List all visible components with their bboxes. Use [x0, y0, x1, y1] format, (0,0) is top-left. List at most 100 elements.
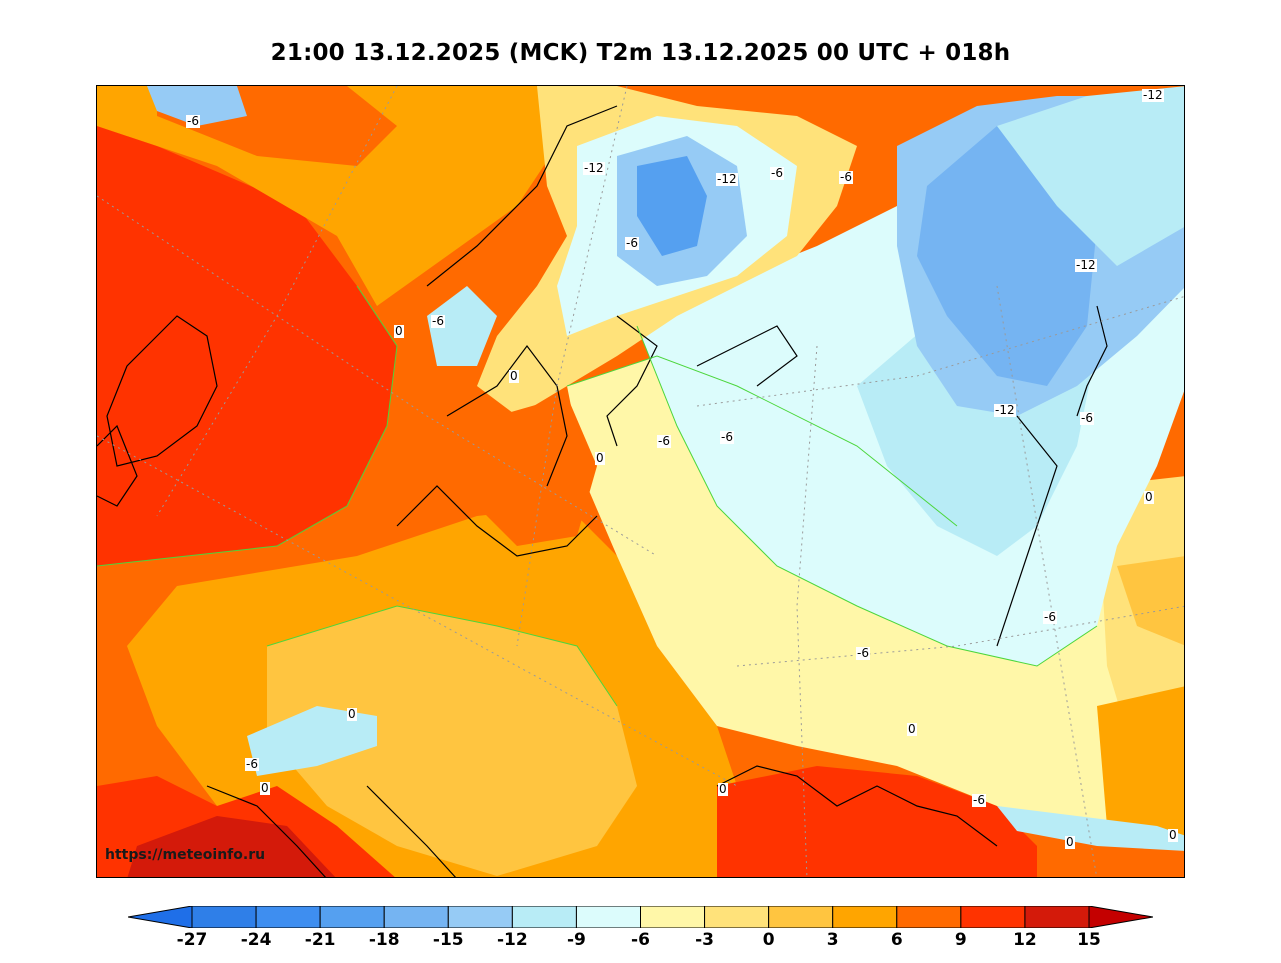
norway-coast: [426, 105, 618, 287]
colorbar-tick-label: -9: [566, 930, 586, 950]
british-isles-coast: [106, 315, 218, 467]
contour-label: -12: [1142, 88, 1164, 102]
colorbar-tick-label: 0: [762, 930, 775, 950]
caspian-area: [1097, 686, 1184, 846]
contour-label: 0: [595, 451, 605, 465]
watermark-url: https://meteoinfo.ru: [105, 847, 266, 863]
contour-label: -12: [1075, 258, 1097, 272]
contour-label: -6: [625, 236, 639, 250]
contour-label: -6: [856, 646, 870, 660]
colorbar-band: [896, 906, 962, 928]
graticule-line: [97, 195, 658, 557]
temperature-map: https://meteoinfo.ru -12 -6 -12 -12 -6 -6 -6 -1…: [96, 85, 1185, 878]
colorbar-band: [447, 906, 513, 928]
novaya-zemlya-coast: [1076, 305, 1108, 417]
contour-label: -12: [994, 403, 1016, 417]
north-atlantic-area: [97, 86, 557, 306]
iceland-area: [147, 86, 247, 126]
colorbar-tick-label: 9: [954, 930, 967, 950]
barents-area: [997, 86, 1184, 266]
colorbar-tick-label: -24: [240, 930, 272, 950]
colorbar-tick-label: -12: [496, 930, 528, 950]
contour-label: -6: [1043, 610, 1057, 624]
graticule-line: [696, 296, 1184, 407]
caucasus-cold-area: [997, 806, 1184, 851]
colorbar: [128, 906, 1153, 928]
colorbar-band: [832, 906, 898, 928]
contour-line-9: [97, 285, 398, 567]
contour-label: -12: [583, 161, 605, 175]
contour-line-minus6: [636, 325, 1098, 667]
contour-label: -6: [245, 757, 259, 771]
colorbar-band: [383, 906, 449, 928]
colorbar-band: [640, 906, 706, 928]
contour-lines: [97, 285, 1098, 707]
finland-coast: [606, 315, 658, 447]
contour-label: 0: [1065, 835, 1075, 849]
contour-label: -12: [716, 172, 738, 186]
colorbar-band: [575, 906, 641, 928]
contour-label: 0: [509, 369, 519, 383]
contour-label: -6: [431, 314, 445, 328]
norway-mountain-area: [427, 286, 497, 366]
contour-label: -6: [972, 793, 986, 807]
black-sea-coast: [716, 765, 998, 847]
coastlines: [97, 105, 1108, 877]
contour-label: 0: [907, 722, 917, 736]
alps-cold-area: [247, 706, 377, 776]
colorbar-tick-label: 12: [1013, 930, 1037, 950]
contour-line-minus3: [566, 355, 958, 527]
inner-europe-area: [267, 606, 637, 876]
colorbar-tick-label: 3: [826, 930, 839, 950]
colorbar-band: [511, 906, 577, 928]
contour-label: -6: [770, 166, 784, 180]
graticule-line: [156, 86, 398, 517]
contour-label: 0: [260, 781, 270, 795]
contour-label: 0: [718, 782, 728, 796]
temperature-field: [97, 86, 1184, 877]
graticule-line: [996, 285, 1098, 877]
colorbar-band: [319, 906, 385, 928]
italy-warm-area: [127, 816, 336, 877]
lapland-very-cold-area: [637, 156, 707, 256]
contour-label: -6: [720, 430, 734, 444]
graticule: [97, 86, 1184, 877]
contour-label: -6: [839, 170, 853, 184]
colorbar-tick-label: -21: [304, 930, 336, 950]
colorbar-band: [704, 906, 770, 928]
colorbar-band: [768, 906, 834, 928]
ireland-coast: [97, 424, 138, 507]
contour-label: 0: [394, 324, 404, 338]
colorbar-tick-label: -18: [368, 930, 400, 950]
colorbar-over-arrow: [1088, 906, 1153, 928]
graticule-line: [516, 86, 628, 647]
colorbar-tick-label: -27: [176, 930, 208, 950]
kazakh-warm-area: [1117, 556, 1184, 646]
contour-label: -6: [1080, 411, 1094, 425]
colorbar-under-arrow: [128, 906, 193, 928]
white-sea-coast: [696, 325, 798, 387]
sweden-coast: [446, 345, 568, 487]
graticule-line: [736, 605, 1184, 667]
colorbar-tick-label: -15: [432, 930, 464, 950]
contour-label: -6: [657, 434, 671, 448]
ural-coast: [996, 415, 1058, 647]
contour-label: 0: [1144, 490, 1154, 504]
chart-title: 21:00 13.12.2025 (MCK) T2m 13.12.2025 00…: [270, 40, 1011, 66]
atlantic-warm-area: [97, 126, 397, 566]
colorbar-band: [191, 906, 257, 928]
colorbar-tick-label: -3: [695, 930, 715, 950]
adriatic-coast: [366, 785, 456, 877]
contour-label: 0: [1168, 828, 1178, 842]
colorbar-tick-label: 15: [1077, 930, 1101, 950]
italy-coast: [206, 785, 326, 877]
north-europe-coast: [396, 485, 598, 557]
colorbar-tick-label: 6: [890, 930, 903, 950]
colorbar-tick-label: -6: [631, 930, 650, 950]
colorbar-band: [1024, 906, 1090, 928]
colorbar-band: [255, 906, 321, 928]
colorbar-band: [960, 906, 1026, 928]
black-sea-area: [717, 766, 1037, 877]
contour-label: 0: [347, 707, 357, 721]
contour-line-3: [266, 605, 618, 707]
